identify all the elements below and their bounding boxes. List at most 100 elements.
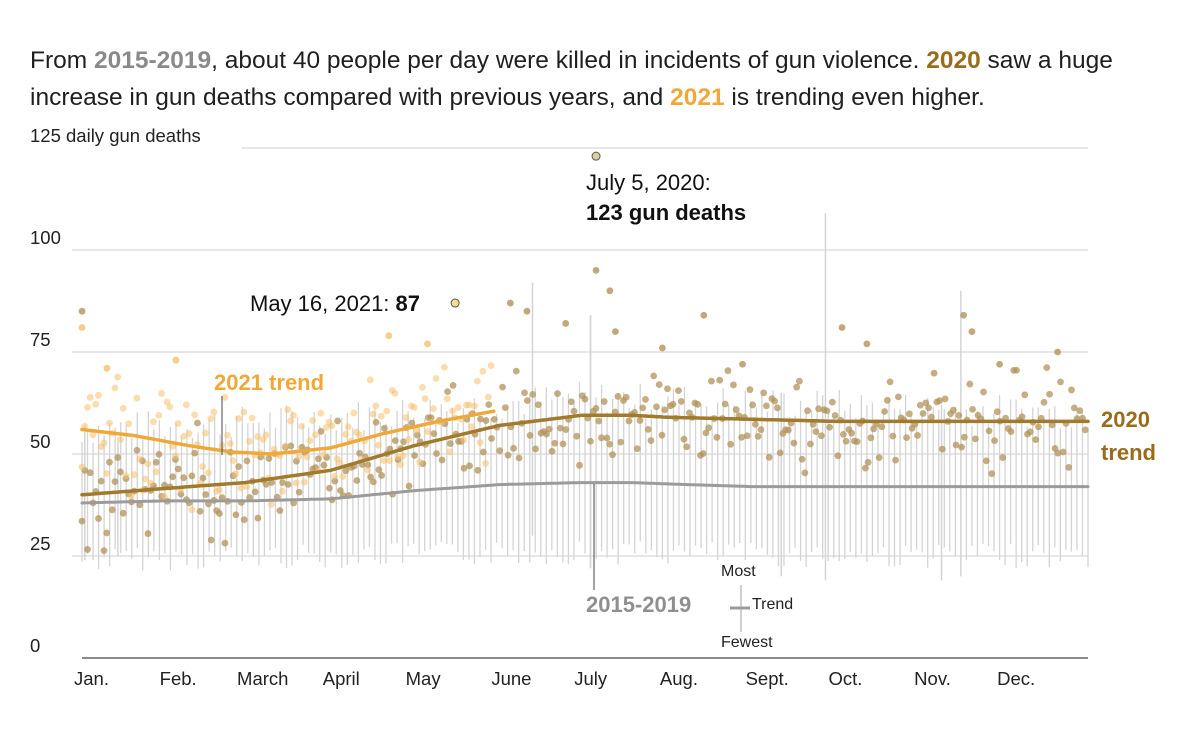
point	[117, 436, 124, 444]
point	[207, 415, 215, 423]
y-tick-label: 0	[30, 635, 40, 656]
point	[864, 458, 872, 466]
point	[130, 471, 138, 479]
point	[254, 433, 262, 440]
point	[526, 432, 534, 439]
point	[603, 434, 611, 442]
point	[372, 402, 380, 410]
point	[936, 397, 943, 405]
annotation-date: May 16, 2021:	[250, 291, 396, 316]
point	[180, 432, 187, 440]
point	[221, 539, 229, 547]
point	[149, 418, 157, 426]
point	[199, 474, 207, 482]
point	[1048, 421, 1056, 429]
point	[922, 399, 930, 407]
point	[155, 411, 163, 419]
point-outlier	[838, 324, 846, 331]
point	[317, 409, 325, 417]
point	[1054, 449, 1062, 457]
point	[295, 488, 303, 496]
point	[405, 436, 413, 443]
point	[204, 469, 212, 477]
point	[960, 433, 968, 441]
point	[754, 432, 762, 440]
point	[97, 477, 105, 485]
point	[771, 397, 779, 405]
point	[598, 434, 605, 442]
point	[199, 463, 207, 470]
point	[699, 450, 707, 457]
point	[270, 445, 278, 453]
intro-year-2021: 2021	[670, 84, 725, 111]
point	[482, 417, 490, 424]
point	[133, 394, 141, 402]
point	[576, 461, 583, 469]
y-tick-label: 75	[30, 329, 51, 350]
point	[210, 408, 218, 416]
point	[721, 400, 729, 408]
point	[334, 417, 342, 425]
point	[806, 440, 814, 448]
point	[380, 457, 388, 464]
point	[479, 367, 487, 375]
point	[804, 407, 812, 415]
point	[746, 386, 754, 394]
point	[1070, 404, 1078, 412]
point	[551, 439, 559, 447]
point	[823, 407, 831, 415]
point	[595, 417, 603, 425]
axis-ticks: 0 25 50 75 100 125 daily gun deaths Jan. Feb. Ma…	[30, 125, 1035, 689]
point	[510, 444, 517, 452]
point	[100, 439, 108, 447]
point	[980, 388, 987, 396]
point	[982, 457, 990, 465]
point	[248, 414, 256, 422]
point-outlier	[606, 287, 614, 295]
point	[182, 401, 190, 409]
point-outlier	[78, 307, 86, 315]
point	[438, 456, 446, 464]
point	[158, 390, 166, 397]
point	[262, 480, 270, 488]
point	[317, 427, 325, 435]
point	[556, 424, 564, 432]
point	[243, 483, 251, 490]
point-outlier	[523, 307, 531, 315]
point	[369, 478, 377, 486]
point	[708, 377, 715, 385]
point	[295, 453, 303, 461]
point	[446, 440, 454, 447]
point	[600, 398, 608, 405]
point	[622, 393, 630, 401]
point	[284, 481, 292, 488]
x-tick-label: July	[574, 668, 608, 689]
point	[892, 456, 899, 464]
point	[169, 473, 177, 481]
point	[889, 432, 897, 440]
point	[521, 389, 528, 397]
point	[322, 424, 330, 431]
point	[215, 486, 223, 494]
point	[342, 430, 349, 438]
point	[342, 467, 350, 475]
point	[460, 436, 467, 444]
intro-text-part: From	[30, 47, 94, 74]
point	[106, 419, 113, 427]
point	[147, 479, 155, 487]
annotation-value: 123 gun deaths	[586, 200, 746, 225]
point	[485, 401, 493, 409]
point	[240, 408, 248, 416]
point	[440, 364, 448, 371]
intro-text-part: saw a huge increase in gun deaths compar…	[30, 47, 1113, 111]
point	[377, 412, 385, 420]
point	[479, 448, 487, 456]
point	[136, 501, 144, 509]
point	[639, 404, 647, 412]
point	[262, 431, 270, 439]
point	[642, 396, 649, 403]
point	[774, 404, 781, 412]
point	[1021, 391, 1029, 399]
label-2021-trend: 2021 trend	[214, 370, 324, 395]
point	[490, 415, 498, 423]
